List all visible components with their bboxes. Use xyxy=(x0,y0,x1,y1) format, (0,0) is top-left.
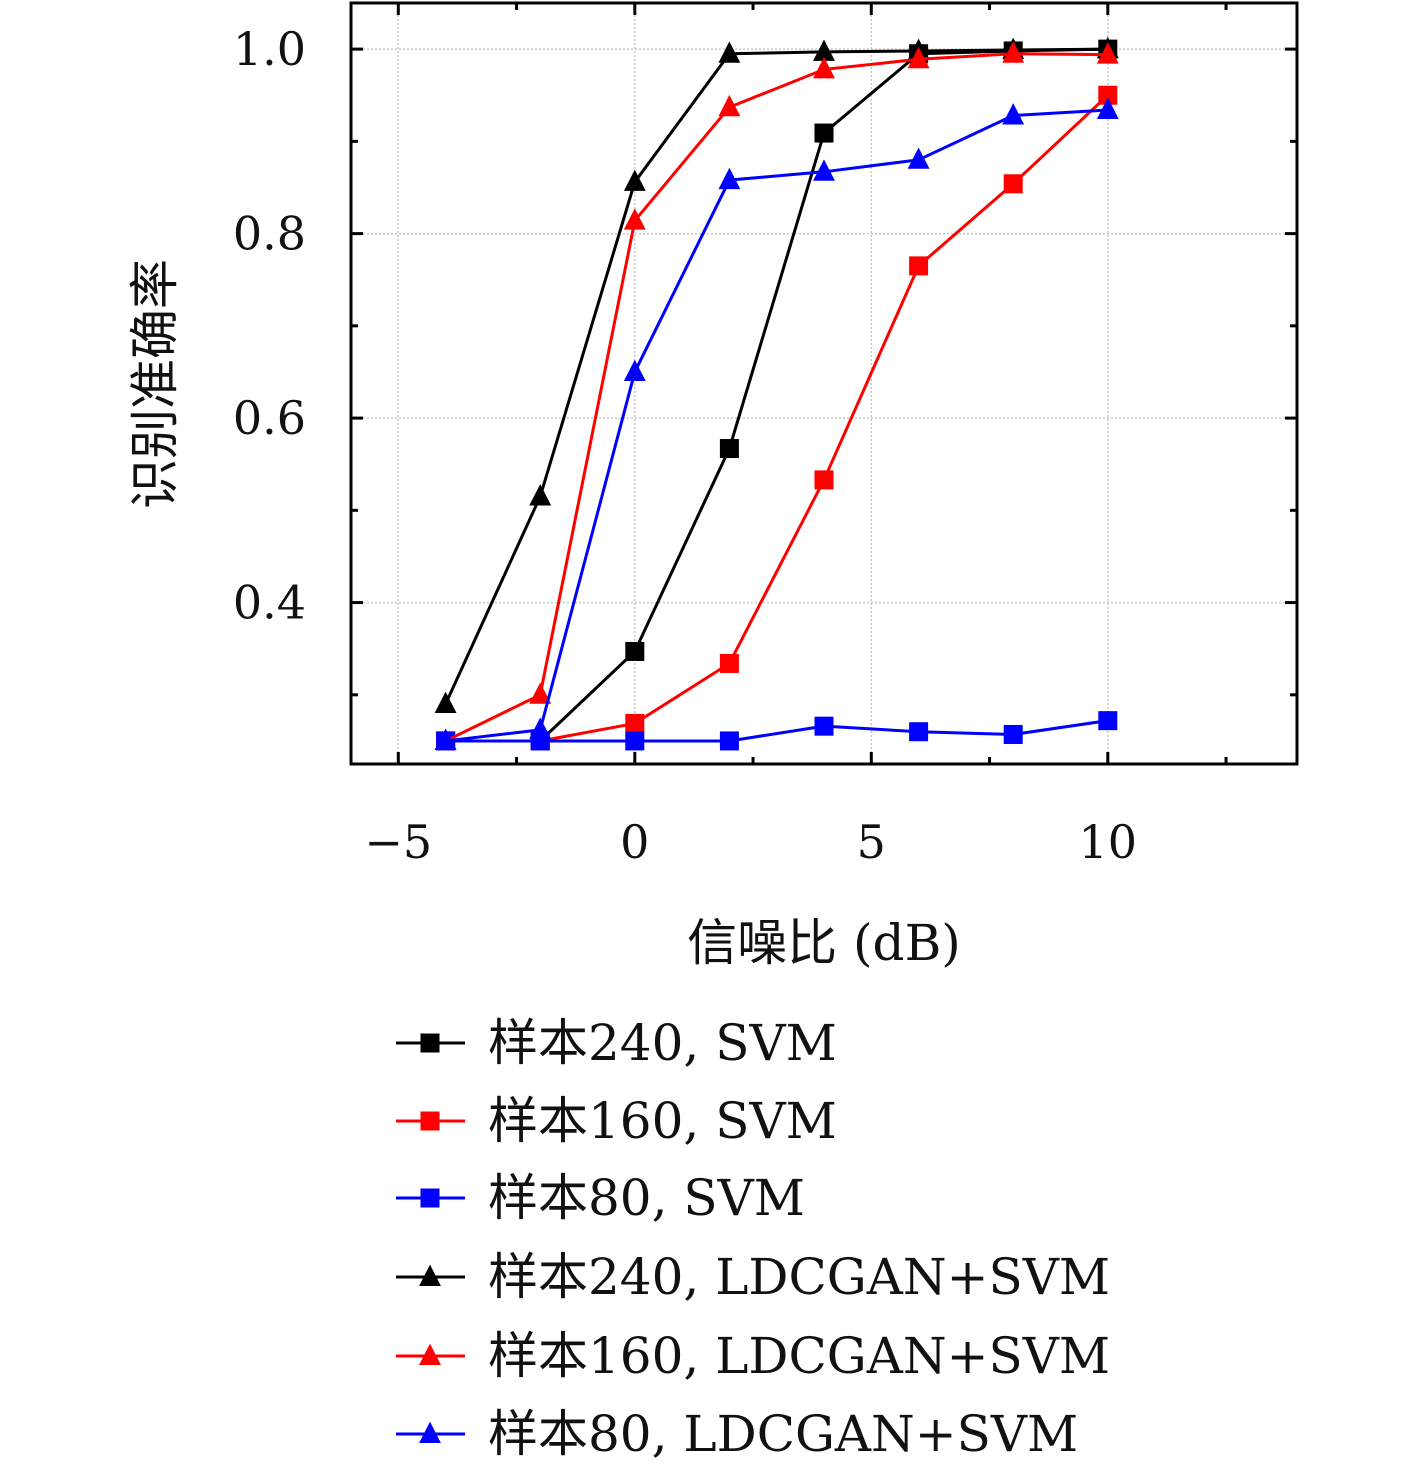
data-point-triangle xyxy=(529,484,552,506)
plot-frame xyxy=(349,1,1299,766)
data-point-triangle xyxy=(718,167,741,190)
data-point-square xyxy=(814,716,834,736)
data-point-triangle xyxy=(529,717,552,739)
x-axis-title: 信噪比 (dB) xyxy=(687,914,961,972)
axis-ticks xyxy=(351,3,1297,764)
data-point-triangle xyxy=(718,94,741,117)
y-tick-label: 0.8 xyxy=(233,207,306,261)
data-point-square xyxy=(909,722,929,742)
data-point-triangle xyxy=(718,41,741,63)
data-point-triangle xyxy=(813,57,835,79)
data-point-triangle xyxy=(623,169,646,191)
legend-label: 样本160, SVM xyxy=(488,1092,837,1150)
legend-label: 样本160, LDCGAN+SVM xyxy=(488,1327,1110,1385)
data-point-square xyxy=(625,641,645,661)
x-tick-label: 0 xyxy=(620,815,649,869)
data-point-triangle xyxy=(1096,97,1119,119)
y-tick-label: 1.0 xyxy=(233,22,306,76)
legend-label: 样本240, SVM xyxy=(488,1014,837,1072)
series-line xyxy=(444,47,1108,705)
data-point-square xyxy=(625,713,645,733)
data-point-square xyxy=(719,439,739,459)
data-point-triangle xyxy=(813,159,835,181)
data-point-triangle xyxy=(434,691,457,714)
data-point-square xyxy=(625,731,645,751)
legend-item: 样本160, LDCGAN+SVM xyxy=(396,1327,1110,1385)
data-point-triangle xyxy=(623,359,646,381)
data-point-triangle xyxy=(529,682,552,704)
legend-label: 样本80, LDCGAN+SVM xyxy=(488,1405,1078,1463)
legend-item: 样本80, SVM xyxy=(396,1169,805,1227)
series-line xyxy=(445,47,1108,743)
legend-label: 样本80, SVM xyxy=(488,1169,805,1227)
legend-label: 样本240, LDCGAN+SVM xyxy=(488,1248,1110,1306)
y-tick-label: 0.6 xyxy=(233,391,306,445)
legend-triangle-marker xyxy=(419,1264,441,1286)
legend-square-marker xyxy=(420,1111,440,1131)
legend-square-marker xyxy=(420,1188,440,1208)
x-tick-label: 10 xyxy=(1079,815,1138,869)
legend-square-marker xyxy=(420,1033,440,1053)
data-point-square xyxy=(719,731,739,751)
x-tick-label: −5 xyxy=(364,815,432,869)
legend-item: 样本240, LDCGAN+SVM xyxy=(396,1248,1110,1306)
data-point-triangle xyxy=(907,147,930,169)
data-point-square xyxy=(1003,174,1023,194)
data-point-triangle xyxy=(623,208,646,230)
data-point-triangle xyxy=(907,46,930,69)
series-5 xyxy=(434,41,1119,750)
data-series xyxy=(434,36,1119,751)
data-point-square xyxy=(814,470,834,490)
series-line xyxy=(445,719,1109,743)
legend-triangle-marker xyxy=(419,1343,441,1365)
tick-labels: −5 0 5 10 0.4 0.6 0.8 1.0 xyxy=(233,22,1137,869)
series-line xyxy=(445,94,1109,743)
legend-item: 样本80, LDCGAN+SVM xyxy=(396,1405,1078,1463)
series-1 xyxy=(436,39,1118,751)
series-6 xyxy=(434,97,1119,750)
data-point-triangle xyxy=(1096,42,1119,64)
series-line xyxy=(444,52,1108,743)
y-tick-label: 0.4 xyxy=(233,576,306,630)
x-tick-label: 5 xyxy=(857,815,886,869)
grid-lines xyxy=(351,3,1297,764)
data-point-square xyxy=(1003,724,1023,744)
data-point-triangle xyxy=(434,728,457,750)
legend-item: 样本160, SVM xyxy=(396,1092,837,1150)
data-point-square xyxy=(1098,85,1118,105)
data-point-square xyxy=(814,123,834,143)
data-point-triangle xyxy=(1002,103,1025,125)
data-point-square xyxy=(719,653,739,673)
data-point-square xyxy=(909,256,929,276)
series-4 xyxy=(434,36,1119,714)
legend: 样本240, SVM 样本160, SVM 样本80, SVM 样本240, LDCG… xyxy=(396,1014,1110,1463)
data-point-square xyxy=(1098,711,1118,731)
series-line xyxy=(445,108,1108,743)
legend-triangle-marker xyxy=(419,1421,441,1443)
data-point-triangle xyxy=(813,39,835,61)
legend-item: 样本240, SVM xyxy=(396,1014,837,1072)
data-point-triangle xyxy=(1002,41,1025,63)
y-axis-title: 识别准确率 xyxy=(126,259,184,509)
